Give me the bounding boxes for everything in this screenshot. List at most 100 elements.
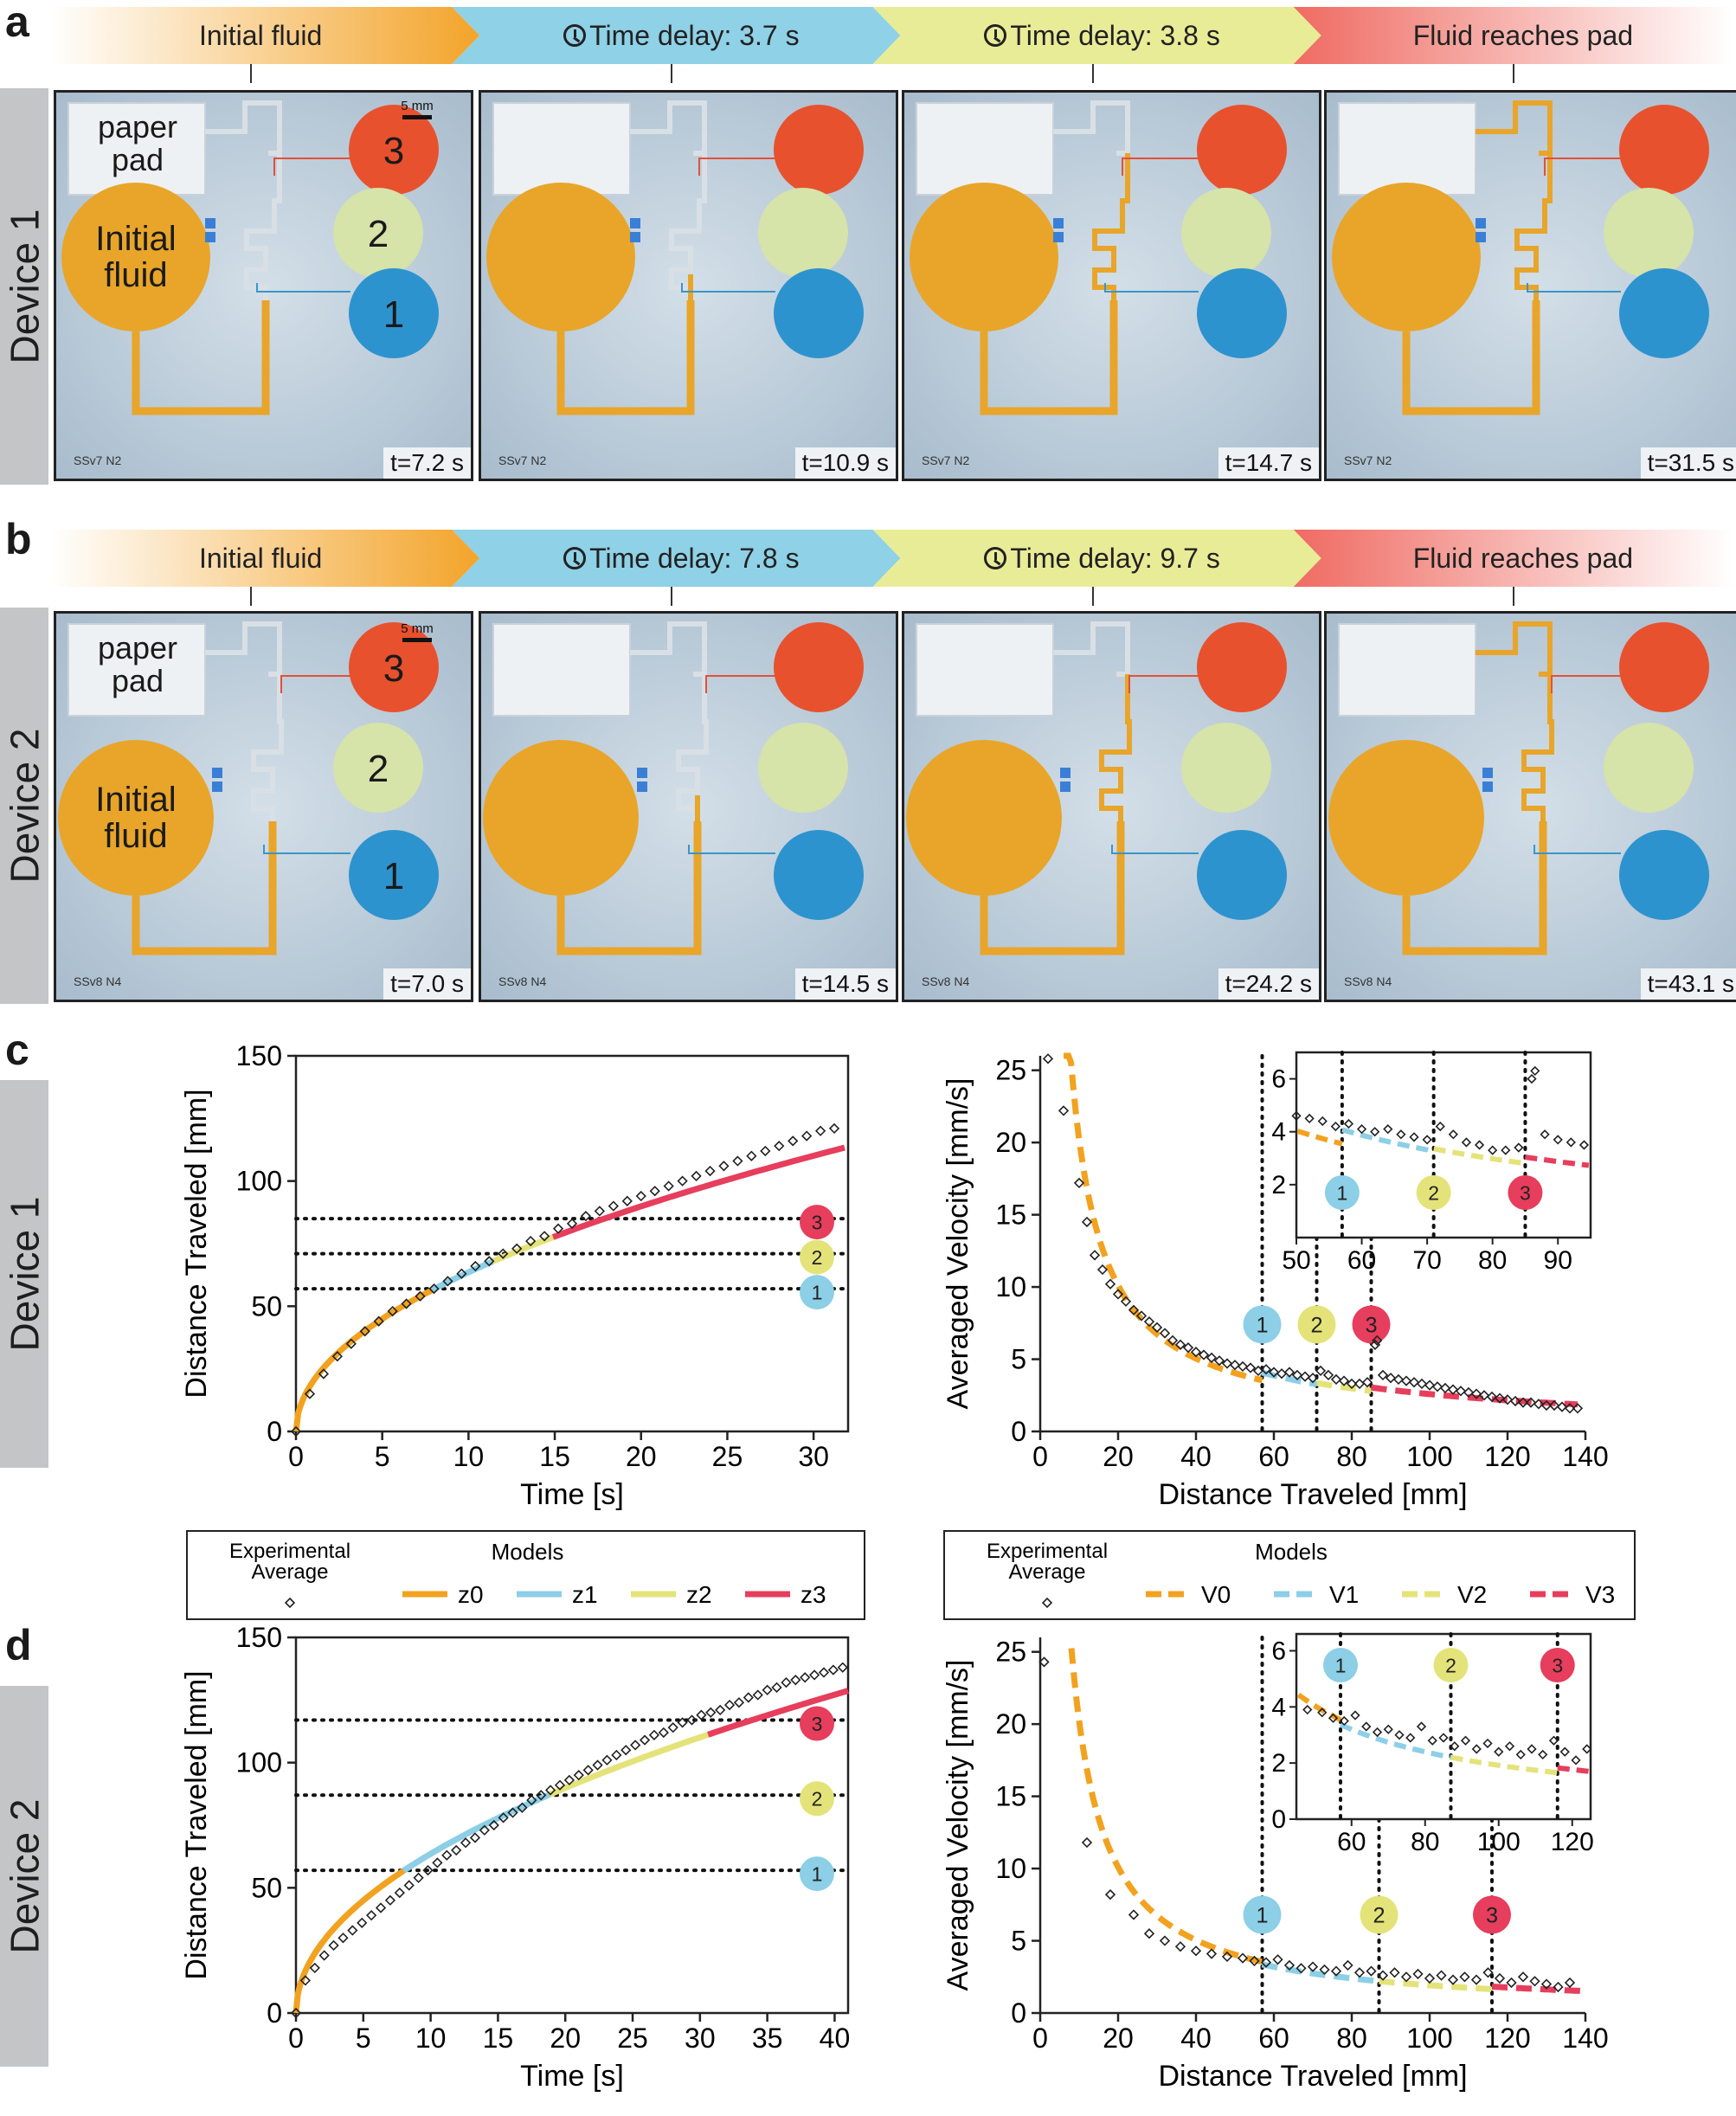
experimental-point [573,1770,584,1781]
inset-point [1416,1721,1427,1732]
experimental-point [498,1248,509,1259]
x-tick-label: 100 [1406,2023,1452,2054]
chip-id: SSv7 N2 [74,453,121,467]
reservoir-1 [349,268,439,358]
reservoir-1-label: 1 [383,293,404,336]
x-tick-label: 140 [1562,1441,1608,1472]
svg-text:1: 1 [1256,1314,1268,1338]
experimental-point [1436,1970,1447,1981]
inset-badge-2: 2 [1416,1175,1451,1210]
inset-y-tick-label: 2 [1271,1749,1286,1778]
experimental-point [538,1231,550,1242]
model-z1 [402,1791,550,1874]
timeline-banner-a: Initial fluid Time delay: 3.7 s Time delay… [50,7,1733,83]
svg-text:1: 1 [1335,1654,1347,1676]
inset-point [1504,1741,1515,1752]
experimental-point [442,1276,453,1287]
inset-y-tick-label: 6 [1271,1065,1286,1094]
experimental-point [630,1740,641,1751]
experimental-point [1213,1355,1225,1367]
inset-point [1540,1129,1550,1140]
experimental-point [1237,1360,1249,1373]
model-V3 [1491,1984,1585,1995]
initial-fluid-label: Initial fluid [95,781,176,855]
experimental-point [517,1802,528,1813]
reservoir-2 [333,723,423,813]
svg-text:2: 2 [1445,1654,1456,1676]
experimental-point [1353,1967,1366,1978]
experimental-point [1564,1977,1576,1989]
scale-bar [402,115,432,119]
model-V1 [1261,1369,1318,1387]
legend-models-label: Models [1255,1539,1328,1565]
inset-point [1343,1118,1354,1129]
x-tick-label: 60 [1258,1441,1289,1472]
banner-segment-1 [50,7,480,64]
inset-point [1514,1142,1524,1153]
x-tick-label: 140 [1562,2023,1608,2054]
y-tick-label: 0 [267,1997,282,2029]
experimental-point [1104,1278,1116,1290]
svg-text:1: 1 [812,1281,823,1303]
banner-tick [1512,64,1514,83]
reservoir-1 [1619,268,1709,358]
banner-label-4: Fluid reaches pad [1412,19,1634,51]
y-tick-label: 150 [236,1045,282,1071]
experimental-point [566,1218,578,1229]
experimental-point [800,1672,811,1683]
experimental-point [1372,1335,1383,1346]
experimental-point [422,1864,434,1876]
model-z3 [551,1144,845,1240]
experimental-point [1283,1959,1296,1971]
device-illustration: paper pad Initial fluid 3 2 1 5 mm SSv8 N4 [56,614,471,1000]
inset-point [1578,1140,1590,1150]
plot-frame [294,1054,850,1433]
svg-text:2: 2 [1428,1181,1439,1204]
experimental-point [290,1425,302,1437]
x-tick-label: 40 [820,2023,851,2054]
experimental-point [1533,1399,1545,1410]
time-stamp: t=10.9 s [794,447,896,479]
experimental-point [1517,1971,1529,1983]
main-channel [556,821,702,955]
reservoir-3 [774,622,864,712]
experimental-point [1506,1977,1517,1989]
threshold-badge-3: 3 [1352,1305,1391,1344]
reservoir-2-label: 2 [368,213,389,255]
inset-x-tick-label: 120 [1551,1828,1594,1856]
svg-text:1: 1 [1256,1904,1268,1928]
experimental-point [788,1135,799,1147]
experimental-point [1424,1972,1436,1984]
inset-point [1350,1710,1360,1720]
experimental-point [488,1819,499,1831]
reservoir-3 [774,105,864,195]
banner-arrows [50,7,1733,64]
svg-text:2: 2 [1373,1904,1385,1928]
experimental-point [705,1707,717,1718]
reservoir-3 [349,622,439,712]
model-z2 [548,1731,710,1798]
time-stamp: t=14.5 s [794,968,896,1000]
svg-text:2: 2 [812,1246,823,1269]
clock-icon [563,547,587,569]
experimental-point [1400,1971,1412,1983]
x-tick-label: 5 [356,2023,371,2054]
experimental-point [1283,1367,1296,1378]
experimental-point [1470,1974,1482,1985]
x-tick-label: 25 [712,1441,743,1472]
threshold-badge-3: 3 [1473,1895,1511,1934]
svg-text:3: 3 [812,1211,823,1233]
device-photo-b4: SSv8 N4 t=43.1 s [1324,611,1736,1002]
x-tick-label: 80 [1336,1441,1367,1472]
banner-segment-2 [452,530,901,587]
experimental-point [290,2007,302,2019]
model-V0 [1068,1648,1263,1965]
threshold-badge-2: 2 [800,1239,834,1275]
experimental-point [704,1165,716,1177]
reservoir-3 [1619,105,1709,195]
experimental-point [1553,1981,1564,1993]
reservoir-3 [349,105,439,195]
experimental-point [1377,1970,1389,1981]
experimental-point [1525,1397,1537,1408]
paper-pad [916,623,1054,717]
